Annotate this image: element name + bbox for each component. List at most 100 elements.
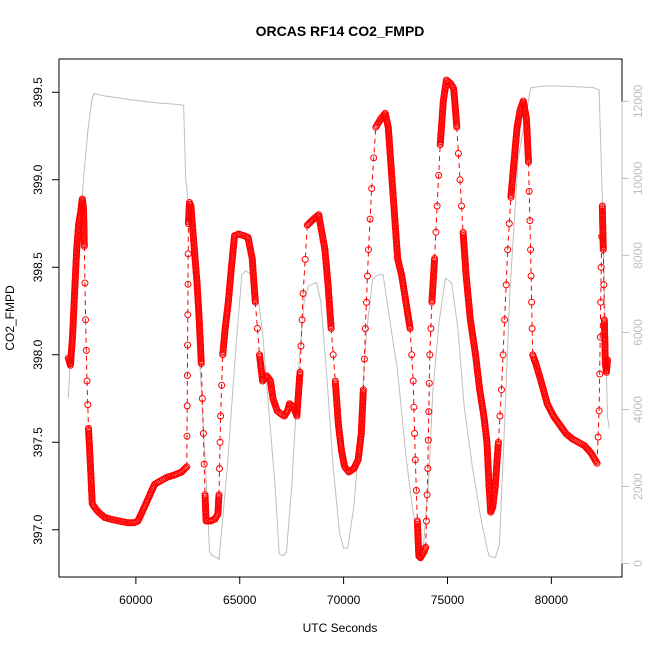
co2-gap-line: [434, 205, 438, 259]
co2-gap-line: [599, 267, 602, 338]
co2-gap-line: [371, 127, 377, 189]
co2-point: [525, 187, 533, 195]
co2-point: [454, 150, 462, 157]
co2-gap-line: [86, 380, 89, 429]
y-tick-label: 398.5: [31, 252, 45, 282]
co2-point: [82, 316, 90, 324]
y-tick-label: 397.0: [31, 514, 45, 544]
co2-gap-line: [409, 328, 414, 382]
co2-point: [593, 459, 601, 467]
co2-point: [458, 202, 465, 210]
co2-point: [183, 463, 191, 471]
co2-point: [424, 436, 432, 444]
co2-point: [364, 272, 371, 280]
co2-gap-line: [218, 415, 222, 495]
co2-point: [329, 351, 337, 359]
co2-point: [217, 412, 225, 420]
co2-point: [527, 272, 535, 280]
y-axis-label: CO2_FMPD: [3, 285, 17, 351]
co2-gap-line: [501, 319, 506, 390]
co2-point: [412, 486, 420, 494]
co2-point: [498, 386, 505, 394]
co2-point: [411, 456, 419, 464]
co2-point: [433, 202, 441, 210]
y-tick-label: 397.5: [31, 427, 45, 457]
co2-point: [216, 438, 224, 446]
co2-point: [297, 342, 305, 350]
co2-point: [366, 215, 374, 223]
co2-point: [84, 401, 92, 409]
co2-gap-line: [220, 354, 224, 417]
co2-gap-line: [598, 337, 601, 411]
co2-point: [82, 346, 90, 354]
chart-title: ORCAS RF14 CO2_FMPD: [256, 23, 425, 39]
y-tick-label: 399.5: [31, 77, 45, 107]
co2-point: [425, 379, 433, 387]
x-axis-label: UTC Seconds: [303, 621, 378, 635]
co2-point: [406, 325, 414, 332]
co2-gap-line: [528, 162, 532, 250]
co2-gap-line: [427, 354, 431, 469]
co2-point: [411, 430, 419, 437]
co2-gap-line: [504, 249, 509, 320]
co2-point: [360, 355, 368, 363]
co2-gap-line: [362, 328, 366, 390]
co2-point: [526, 217, 534, 225]
co2-point: [528, 325, 536, 332]
co2-gap-line: [414, 459, 418, 522]
co2-gap-line: [368, 188, 373, 250]
co2-point: [182, 464, 190, 472]
co2-gap-line: [186, 223, 189, 467]
co2-point: [363, 298, 370, 306]
co2-point: [368, 185, 376, 192]
co2-point: [181, 465, 189, 473]
co2-point: [199, 430, 207, 437]
co2-point: [183, 372, 191, 379]
co2-point: [525, 158, 532, 166]
co2-point: [198, 395, 206, 402]
altitude-line: [67, 85, 610, 561]
co2-point: [435, 171, 443, 179]
altitude-series: [67, 85, 610, 561]
co2-point: [528, 298, 536, 306]
co2-point: [200, 460, 208, 468]
co2-point: [183, 432, 191, 440]
co2-gap-line: [436, 144, 441, 207]
co2-gap-line: [497, 389, 502, 443]
co2-point: [423, 491, 431, 499]
x-tick-label: 70000: [327, 593, 361, 607]
y2-tick-label: 6000: [631, 319, 645, 346]
co2-point: [596, 370, 604, 378]
co2-point: [427, 325, 435, 332]
co2-gap-line: [459, 179, 464, 233]
co2-point: [184, 311, 192, 319]
co2-point: [527, 246, 535, 254]
co2-point: [296, 368, 304, 376]
co2-series: [64, 76, 611, 562]
y2-tick-label: 12000: [631, 84, 645, 118]
co2-gap-line: [507, 197, 512, 250]
x-axis: 60000 65000 70000 75000 80000: [119, 576, 569, 607]
y-axis-right: 0 2000 4000 6000 8000 10000 12000: [621, 84, 645, 567]
co2-point: [365, 246, 372, 254]
co2-point: [595, 407, 603, 415]
co2-point: [594, 433, 602, 441]
co2-point: [504, 246, 512, 254]
x-tick-label: 65000: [223, 593, 257, 607]
co2-point: [499, 351, 507, 359]
co2-gap-line: [429, 302, 433, 355]
co2-gap-line: [202, 433, 206, 495]
co2-gap-line: [83, 246, 87, 320]
co2-point: [502, 281, 510, 289]
co2-point: [197, 360, 205, 367]
y2-tick-label: 4000: [631, 396, 645, 423]
co2-gap-line: [456, 127, 461, 180]
co2-point: [409, 377, 417, 385]
co2-gap-line: [530, 249, 534, 355]
co2-point: [453, 123, 461, 131]
y-tick-label: 398.0: [31, 339, 45, 369]
x-tick-label: 80000: [535, 593, 569, 607]
y2-tick-label: 8000: [631, 242, 645, 269]
co2-point: [415, 552, 423, 560]
